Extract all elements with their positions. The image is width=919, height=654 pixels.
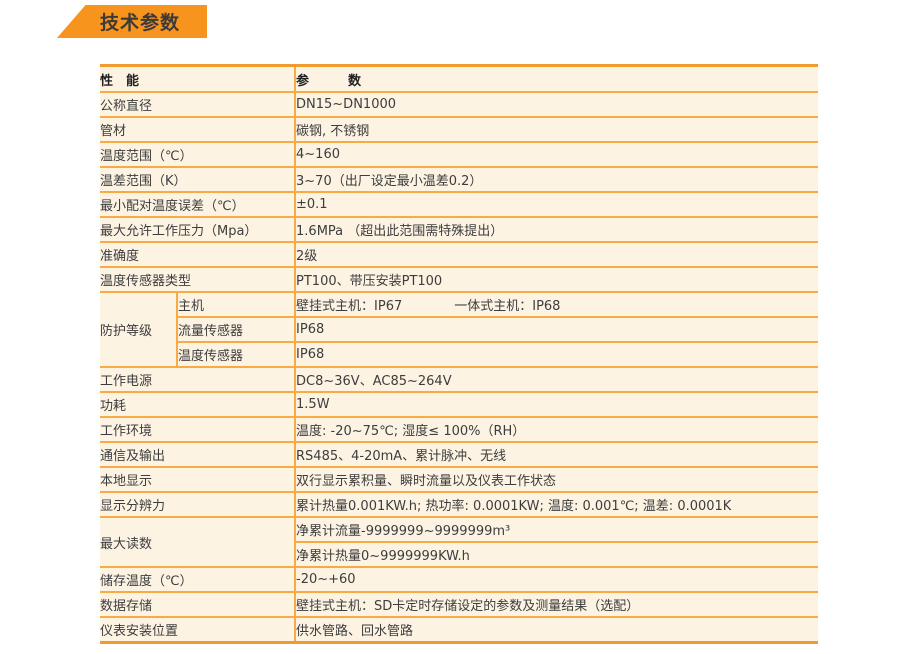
param-value-cell: IP68 bbox=[294, 316, 819, 342]
table-row: 温度传感器类型 PT100、带压安装PT100 bbox=[100, 266, 819, 292]
param-name-cell: 数据存储 bbox=[100, 591, 296, 617]
table-row: 温度传感器 IP68 bbox=[100, 341, 819, 367]
param-sub-cell: 温度传感器 bbox=[175, 341, 296, 367]
section-banner: 技术参数 bbox=[57, 5, 207, 38]
param-value-cell: 1.5W bbox=[294, 391, 819, 417]
header-performance: 性 能 bbox=[100, 64, 296, 92]
table-row: 显示分辨力 累计热量0.001KW.h; 热功率: 0.0001KW; 温度: … bbox=[100, 491, 819, 517]
section-title: 技术参数 bbox=[99, 12, 180, 34]
table-row: 最大允许工作压力（Mpa） 1.6MPa （超出此范围需特殊提出） bbox=[100, 216, 819, 242]
table-row: 公称直径 DN15~DN1000 bbox=[100, 91, 819, 117]
table-row: 温度范围（℃） 4~160 bbox=[100, 141, 819, 167]
table-row: 最大读数 净累计流量-9999999~9999999m³ bbox=[100, 516, 819, 567]
param-name-cell: 工作电源 bbox=[100, 366, 296, 392]
table-row: 数据存储 壁挂式主机：SD卡定时存储设定的参数及测量结果（选配） bbox=[100, 591, 819, 617]
param-value-cell: 温度: -20~75℃; 湿度≤ 100%（RH） bbox=[294, 416, 819, 442]
param-value-cell: DN15~DN1000 bbox=[294, 91, 819, 117]
param-sub-cell: 主机 bbox=[175, 291, 296, 317]
param-group-cell: 防护等级 bbox=[100, 291, 177, 367]
table-row: 功耗 1.5W bbox=[100, 391, 819, 417]
param-value-cell: 1.6MPa （超出此范围需特殊提出） bbox=[294, 216, 819, 242]
param-name-cell: 管材 bbox=[100, 116, 296, 142]
param-value-cell: DC8~36V、AC85~264V bbox=[294, 366, 819, 392]
param-name-cell: 准确度 bbox=[100, 241, 296, 267]
table-row: 仪表安装位置 供水管路、回水管路 bbox=[100, 616, 819, 643]
param-value-cell: IP68 bbox=[294, 341, 819, 367]
param-value-cell: 双行显示累积量、瞬时流量以及仪表工作状态 bbox=[294, 466, 819, 492]
table-row: 工作电源 DC8~36V、AC85~264V bbox=[100, 366, 819, 392]
param-name-cell: 通信及输出 bbox=[100, 441, 296, 467]
table-row: 防护等级 主机 壁挂式主机：IP67 一体式主机：IP68 bbox=[100, 291, 819, 367]
param-value-cell: 2级 bbox=[294, 241, 819, 267]
spec-table-body: 公称直径 DN15~DN1000 管材 碳钢, 不锈钢 温度范围（℃） 4~16… bbox=[100, 91, 819, 643]
table-row: 管材 碳钢, 不锈钢 bbox=[100, 116, 819, 142]
param-name-cell: 最大允许工作压力（Mpa） bbox=[100, 216, 296, 242]
param-value-cell: -20~+60 bbox=[294, 566, 819, 592]
table-row: 准确度 2级 bbox=[100, 241, 819, 267]
table-row: 本地显示 双行显示累积量、瞬时流量以及仪表工作状态 bbox=[100, 466, 819, 492]
param-name-cell: 功耗 bbox=[100, 391, 296, 417]
param-value-cell: 累计热量0.001KW.h; 热功率: 0.0001KW; 温度: 0.001℃… bbox=[294, 491, 819, 517]
table-row: 温差范围（K） 3~70（出厂设定最小温差0.2） bbox=[100, 166, 819, 192]
param-value-cell: 3~70（出厂设定最小温差0.2） bbox=[294, 166, 819, 192]
param-name-cell: 公称直径 bbox=[100, 91, 296, 117]
table-header-row: 性 能 参 数 bbox=[100, 64, 819, 92]
param-name-cell: 温度传感器类型 bbox=[100, 266, 296, 292]
header-parameter: 参 数 bbox=[294, 64, 819, 92]
param-name-cell: 工作环境 bbox=[100, 416, 296, 442]
param-name-cell: 温度范围（℃） bbox=[100, 141, 296, 167]
param-name-cell: 显示分辨力 bbox=[100, 491, 296, 517]
param-group-cell: 最大读数 bbox=[100, 516, 296, 567]
param-value-cell: 4~160 bbox=[294, 141, 819, 167]
param-name-cell: 储存温度（℃） bbox=[100, 566, 296, 592]
param-value-cell: ±0.1 bbox=[294, 191, 819, 217]
spec-table: 性 能 参 数 公称直径 DN15~DN1000 管材 碳钢, 不锈钢 温度范围… bbox=[100, 64, 819, 644]
param-name-cell: 仪表安装位置 bbox=[100, 616, 296, 643]
table-row: 储存温度（℃） -20~+60 bbox=[100, 566, 819, 592]
param-value-cell: 壁挂式主机：SD卡定时存储设定的参数及测量结果（选配） bbox=[294, 591, 819, 617]
param-value-cell: 壁挂式主机：IP67 一体式主机：IP68 bbox=[294, 291, 819, 317]
param-name-cell: 本地显示 bbox=[100, 466, 296, 492]
param-sub-cell: 流量传感器 bbox=[175, 316, 296, 342]
table-row: 净累计热量0~9999999KW.h bbox=[100, 541, 819, 567]
param-value-cell: 净累计热量0~9999999KW.h bbox=[294, 541, 819, 567]
table-row: 通信及输出 RS485、4-20mA、累计脉冲、无线 bbox=[100, 441, 819, 467]
table-row: 最小配对温度误差（℃） ±0.1 bbox=[100, 191, 819, 217]
param-value-cell: 供水管路、回水管路 bbox=[294, 616, 819, 643]
table-row: 工作环境 温度: -20~75℃; 湿度≤ 100%（RH） bbox=[100, 416, 819, 442]
param-name-cell: 温差范围（K） bbox=[100, 166, 296, 192]
param-name-cell: 最小配对温度误差（℃） bbox=[100, 191, 296, 217]
table-row: 流量传感器 IP68 bbox=[100, 316, 819, 342]
param-value-cell: RS485、4-20mA、累计脉冲、无线 bbox=[294, 441, 819, 467]
param-value-cell: 净累计流量-9999999~9999999m³ bbox=[294, 516, 819, 542]
param-value-cell: PT100、带压安装PT100 bbox=[294, 266, 819, 292]
param-value-cell: 碳钢, 不锈钢 bbox=[294, 116, 819, 142]
